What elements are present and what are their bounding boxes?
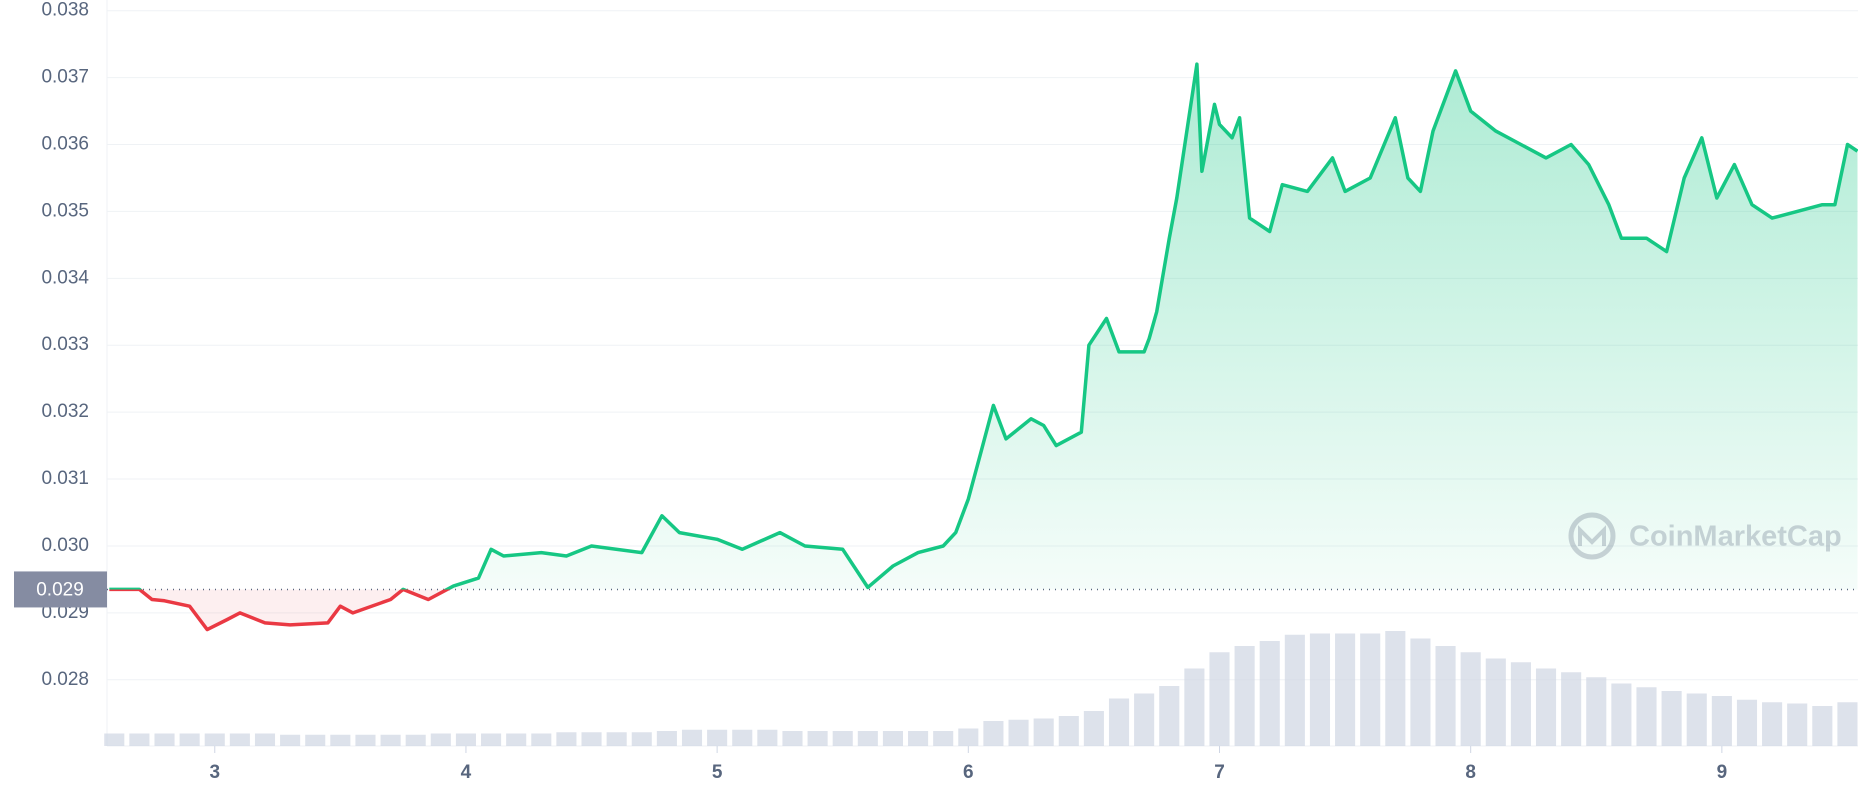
volume-bar: [1385, 631, 1406, 746]
y-tick-label: 0.038: [41, 0, 89, 21]
volume-bar: [732, 729, 753, 746]
volume-bar: [1686, 693, 1707, 746]
volume-bar: [631, 732, 652, 746]
reference-label-box: [14, 571, 107, 608]
x-tick-label: 8: [1465, 762, 1476, 783]
watermark-text: CoinMarketCap: [1629, 521, 1842, 553]
volume-bar: [229, 733, 250, 746]
volume-bar: [1259, 641, 1280, 746]
volume-bar: [1435, 646, 1456, 746]
x-tick-label: 3: [209, 762, 220, 783]
volume-bar: [204, 733, 225, 746]
volume-bar: [606, 732, 627, 746]
volume-bar: [983, 721, 1004, 746]
volume-bar: [832, 731, 853, 746]
volume-bar: [1586, 677, 1607, 746]
price-line-up: [109, 62, 1858, 590]
volume-bar: [681, 729, 703, 746]
volume-bar: [656, 731, 677, 746]
volume-bar: [1058, 716, 1079, 746]
volume-bar: [1762, 702, 1783, 746]
volume-bar: [807, 731, 828, 746]
reference-label: 0.029: [36, 579, 84, 600]
x-tick-label: 4: [461, 762, 472, 783]
volume-bar: [280, 734, 301, 746]
volume-bar: [958, 728, 979, 746]
volume-bar: [330, 734, 351, 746]
volume-bar: [1410, 638, 1431, 746]
volume-bar: [1159, 686, 1180, 746]
volume-bar: [1812, 706, 1833, 746]
y-tick-label: 0.030: [41, 535, 89, 556]
y-tick-label: 0.028: [41, 669, 89, 690]
volume-bar: [1284, 634, 1305, 746]
watermark-logo-mark: [1578, 525, 1606, 546]
volume-bar: [707, 729, 728, 746]
area-up: [109, 64, 1858, 590]
volume-bar: [857, 731, 878, 746]
y-tick-label: 0.035: [41, 200, 89, 221]
x-tick-label: 5: [712, 762, 723, 783]
volume-bar: [1460, 652, 1481, 746]
volume-bar: [882, 731, 904, 746]
x-tick-label: 9: [1717, 762, 1728, 783]
volume-bar: [581, 732, 602, 746]
watermark-logo: [1568, 512, 1616, 560]
area-down: [139, 589, 448, 630]
y-tick-label: 0.031: [41, 468, 89, 489]
volume-bar: [1134, 693, 1155, 746]
volume-bar: [129, 733, 150, 746]
y-tick-label: 0.033: [41, 334, 89, 355]
volume-bar: [1661, 691, 1682, 746]
volume-bar: [405, 734, 426, 746]
volume-bar: [355, 734, 376, 746]
y-tick-label: 0.034: [41, 267, 89, 288]
volume-bar: [380, 734, 401, 746]
volume-bar: [782, 731, 803, 746]
volume-bar: [1008, 719, 1029, 746]
volume-bar: [908, 731, 929, 746]
volume-bar: [1309, 633, 1331, 746]
y-tick-label: 0.032: [41, 401, 89, 422]
volume-bar: [154, 733, 175, 746]
volume-bar: [1561, 672, 1582, 746]
volume-bar: [933, 731, 954, 746]
volume-bar: [1485, 658, 1506, 746]
x-tick-label: 7: [1214, 762, 1225, 783]
volume-bar: [757, 729, 778, 746]
y-tick-label: 0.037: [41, 67, 89, 88]
volume-bar: [531, 733, 552, 746]
x-tick-label: 6: [963, 762, 974, 783]
volume-bar: [556, 732, 577, 746]
volume-bar: [1234, 646, 1255, 746]
volume-bar: [1736, 699, 1758, 746]
volume-bar: [1787, 703, 1808, 746]
volume-bar: [1083, 711, 1104, 746]
volume-bar: [254, 733, 276, 746]
volume-bar: [1108, 698, 1130, 746]
volume-bar: [1711, 696, 1732, 746]
volume-bar: [1360, 633, 1381, 746]
price-line-down: [109, 589, 451, 632]
volume-bar: [179, 733, 200, 746]
volume-bar: [1209, 652, 1230, 746]
volume-bar: [305, 734, 326, 746]
volume-bar: [481, 733, 502, 746]
volume-bar: [430, 733, 451, 746]
volume-bar: [1510, 662, 1531, 746]
volume-bar: [1335, 633, 1356, 746]
volume-bar: [1535, 668, 1557, 746]
volume-bar: [1636, 687, 1657, 746]
volume-bar: [1033, 718, 1054, 746]
volume-bar: [1837, 702, 1858, 746]
volume-bar: [455, 733, 476, 746]
volume-bar: [1611, 683, 1632, 746]
volume-bar: [104, 733, 125, 746]
watermark: CoinMarketCap: [1568, 512, 1842, 560]
y-tick-label: 0.036: [41, 134, 89, 155]
volume-bar: [506, 733, 527, 746]
volume-bar: [1184, 668, 1205, 746]
